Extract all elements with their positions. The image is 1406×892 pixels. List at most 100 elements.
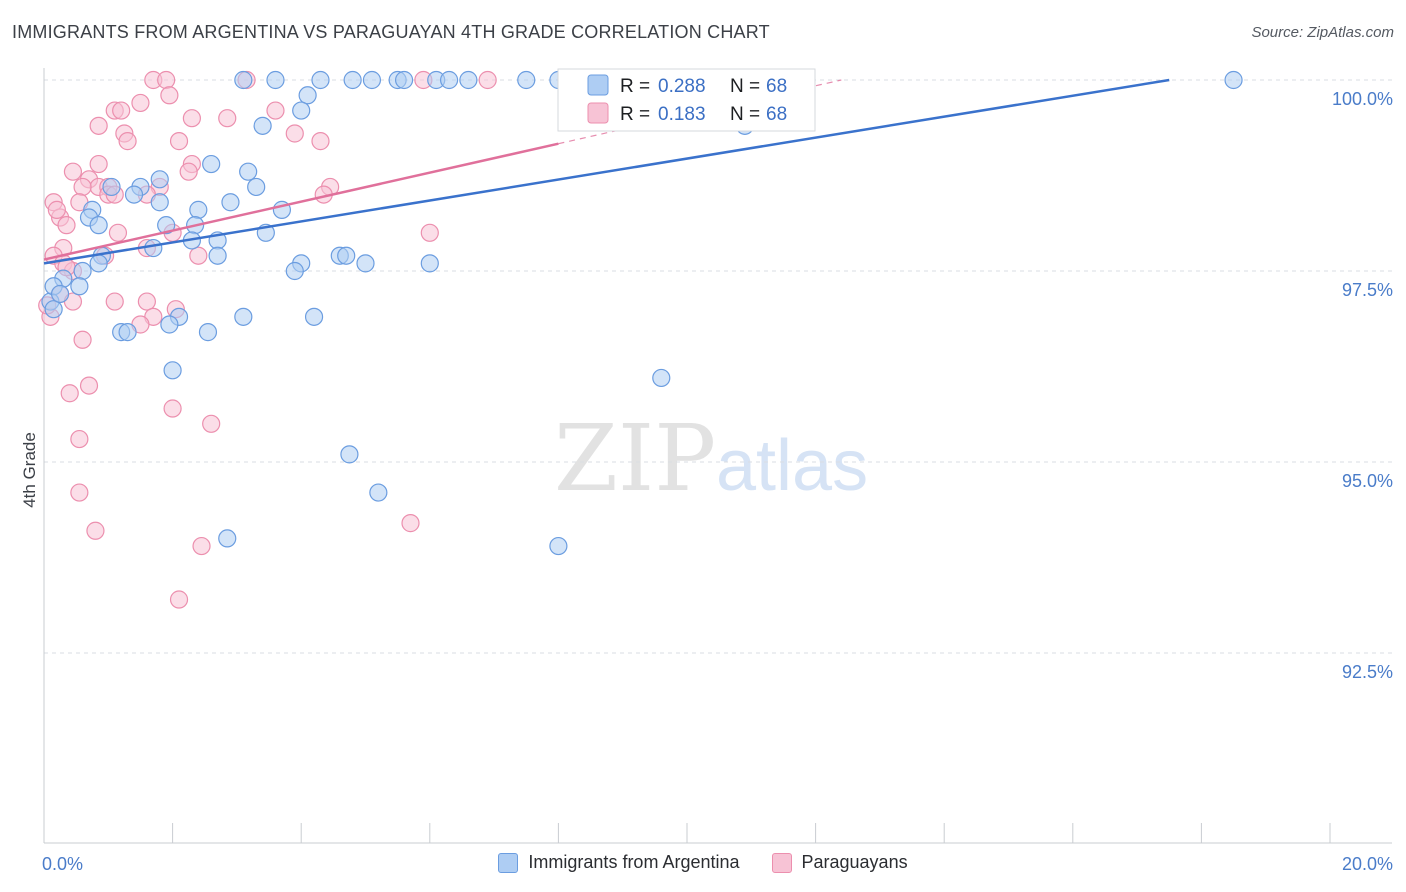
argentina-point-56 [118, 323, 137, 342]
argentina-point-57 [198, 323, 218, 342]
argentina-point-52 [304, 307, 324, 326]
argentina-point-23 [124, 185, 144, 204]
stats-r-value-blue: 0.288 [658, 76, 706, 97]
legend-swatch-paraguayans [771, 852, 792, 873]
argentina-point-24 [150, 193, 169, 212]
paraguayan-point-15 [169, 132, 189, 151]
legend-item-argentina[interactable]: Immigrants from Argentina [498, 852, 740, 873]
argentina-point-61 [369, 483, 388, 502]
argentina-point-4 [362, 70, 382, 90]
argentina-point-63 [549, 536, 568, 556]
y-axis-label: 4th Grade [20, 432, 39, 508]
paraguayan-point-49 [137, 292, 156, 311]
stats-r-label-pink: R = [620, 104, 650, 125]
argentina-point-14 [292, 101, 311, 120]
argentina-point-12 [1224, 70, 1243, 90]
paraguayan-point-36 [57, 216, 76, 235]
series-paraguayans [38, 70, 497, 609]
paraguayan-point-54 [73, 330, 92, 349]
paraguayan-point-65 [47, 200, 66, 219]
argentina-point-59 [652, 368, 671, 388]
paraguayan-point-21 [63, 162, 83, 181]
paraguayan-point-5 [160, 86, 179, 105]
argentina-point-27 [221, 193, 240, 212]
stats-legend-swatch-pink [587, 102, 609, 124]
argentina-point-9 [459, 70, 478, 90]
paraguayan-point-56 [60, 384, 79, 403]
y-tick-label-2: 95.0% [1342, 471, 1393, 491]
paraguayan-point-42 [189, 246, 208, 265]
legend-label-argentina: Immigrants from Argentina [528, 852, 740, 872]
argentina-point-39 [337, 246, 356, 265]
watermark-atlas: atlas [716, 426, 868, 506]
argentina-point-10 [517, 70, 536, 90]
argentina-point-36 [144, 238, 163, 258]
argentina-point-8 [439, 70, 459, 90]
argentina-point-58 [163, 361, 182, 380]
paraguayan-point-26 [73, 177, 92, 197]
paraguayan-point-58 [202, 414, 221, 433]
paraguayan-point-57 [163, 399, 182, 418]
argentina-point-50 [44, 300, 63, 319]
paraguayan-point-37 [420, 223, 439, 242]
paraguayan-point-34 [108, 223, 128, 242]
paraguayan-point-6 [131, 93, 150, 113]
legend-item-paraguayans[interactable]: Paraguayans [771, 852, 908, 873]
paraguayan-point-61 [401, 514, 420, 533]
paraguayan-point-14 [118, 132, 137, 151]
argentina-point-1 [266, 70, 285, 90]
argentina-point-21 [102, 177, 121, 197]
stats-legend-swatch-blue [587, 74, 609, 96]
x-tick-label-1: 20.0% [1342, 854, 1393, 874]
stats-n-label-blue: N = [730, 76, 760, 97]
argentina-point-41 [420, 254, 439, 273]
argentina-point-0 [234, 70, 253, 90]
argentina-point-13 [298, 86, 317, 105]
stats-legend: R = 0.288 N = 68 R = 0.183 N = 68 [557, 68, 816, 132]
argentina-point-54 [160, 315, 179, 334]
trend-line-argentina [43, 78, 1170, 265]
paraguayan-point-4 [478, 70, 497, 90]
argentina-point-30 [89, 216, 108, 235]
paraguayan-point-59 [70, 429, 89, 449]
bottom-legend: Immigrants from Argentina Paraguayans [0, 852, 1406, 873]
argentina-point-17 [202, 154, 221, 174]
trend-line-paraguayans [43, 142, 559, 261]
chart-title: IMMIGRANTS FROM ARGENTINA VS PARAGUAYAN … [12, 22, 770, 42]
y-tick-label-3: 92.5% [1342, 662, 1393, 682]
legend-swatch-argentina [498, 852, 519, 873]
paraguayan-point-11 [218, 109, 237, 128]
paraguayan-point-18 [89, 154, 108, 174]
paraguayan-point-62 [86, 521, 105, 540]
argentina-point-40 [356, 254, 375, 273]
paraguayan-point-60 [70, 483, 89, 502]
paraguayan-point-20 [179, 162, 198, 181]
tick-labels: 100.0% 97.5% 95.0% 92.5% 0.0% 20.0% [42, 89, 1393, 874]
paraguayan-point-10 [182, 109, 201, 128]
argentina-point-51 [234, 307, 253, 326]
argentina-point-31 [157, 216, 176, 235]
paraguayan-point-8 [266, 101, 285, 120]
argentina-point-15 [253, 116, 272, 135]
paraguayan-point-17 [311, 132, 330, 151]
paraguayan-point-48 [105, 292, 124, 311]
argentina-point-19 [150, 170, 169, 189]
stats-r-value-pink: 0.183 [658, 104, 706, 125]
argentina-point-46 [73, 261, 92, 281]
argentina-point-2 [311, 70, 330, 90]
argentina-point-3 [343, 70, 362, 90]
argentina-point-18 [239, 162, 258, 181]
stats-n-label-pink: N = [730, 104, 760, 125]
paraguayan-point-55 [79, 376, 99, 395]
stats-n-value-blue: 68 [766, 76, 787, 97]
stats-r-label-blue: R = [620, 76, 650, 97]
argentina-point-65 [50, 284, 70, 304]
paraguayan-point-1 [157, 70, 176, 90]
y-tick-label-1: 97.5% [1342, 280, 1393, 300]
stats-n-value-pink: 68 [766, 104, 787, 125]
argentina-point-25 [189, 200, 208, 219]
argentina-point-60 [340, 445, 359, 464]
x-tick-label-0: 0.0% [42, 854, 83, 874]
paraguayan-point-9 [112, 101, 131, 120]
